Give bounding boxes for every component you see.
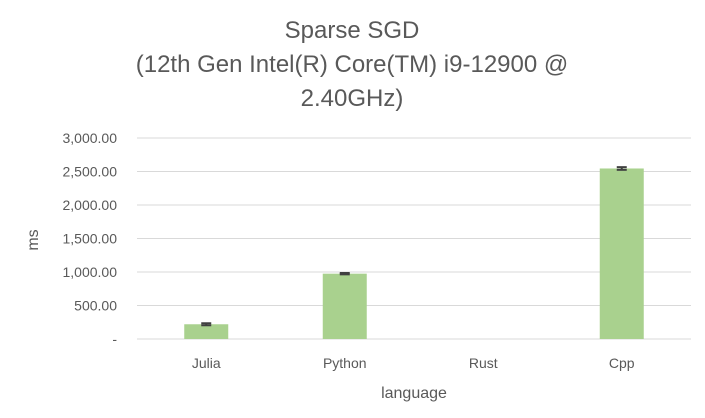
y-tick-label: 2,000.00 <box>63 197 118 213</box>
error-bar-julia <box>201 322 212 327</box>
error-bars <box>201 166 627 327</box>
bar-python <box>322 273 367 339</box>
y-tick-label: 3,000.00 <box>63 130 118 146</box>
y-tick-label: - <box>112 331 117 347</box>
error-bar-python <box>339 272 350 276</box>
y-tick-label: 2,500.00 <box>63 164 118 180</box>
bar-julia <box>184 324 229 339</box>
x-category-label: Rust <box>469 355 498 371</box>
x-axis-categories: Julia Python Rust Cpp <box>192 355 635 371</box>
y-axis-ticks: - 500.00 1,000.00 1,500.00 2,000.00 2,500.00 3… <box>63 130 118 347</box>
x-category-label: Cpp <box>609 355 635 371</box>
bars <box>184 168 644 339</box>
bar-cpp <box>599 168 644 339</box>
chart-title: Sparse SGD (12th Gen Intel(R) Core(TM) i… <box>136 17 569 112</box>
y-tick-label: 1,000.00 <box>63 264 118 280</box>
x-category-label: Julia <box>192 355 221 371</box>
y-axis-title: ms <box>25 229 42 250</box>
y-tick-label: 500.00 <box>74 298 117 314</box>
chart-title-line-2: (12th Gen Intel(R) Core(TM) i9-12900 @ <box>136 51 569 78</box>
x-axis-title: language <box>381 385 447 402</box>
x-category-label: Python <box>323 355 367 371</box>
y-tick-label: 1,500.00 <box>63 231 118 247</box>
error-bar-cpp <box>616 166 627 171</box>
chart-title-line-1: Sparse SGD <box>285 17 420 44</box>
gridlines <box>137 137 691 340</box>
chart-title-line-3: 2.40GHz) <box>301 85 404 112</box>
